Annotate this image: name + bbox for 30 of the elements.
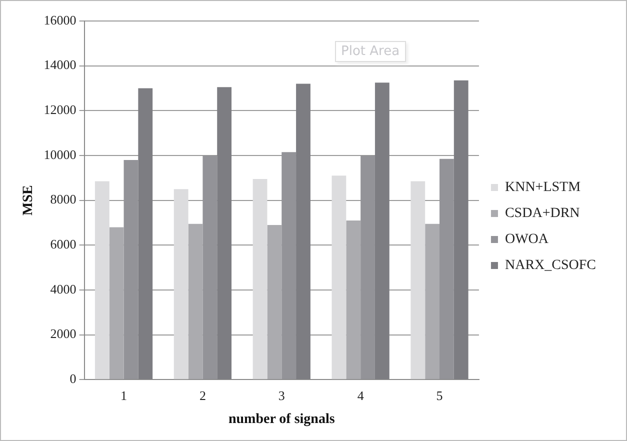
x-axis-title: number of signals [228,412,336,428]
y-tick-label: 4000 [50,281,76,296]
y-tick-label: 12000 [44,102,76,118]
y-tick-label: 8000 [50,192,76,207]
legend-label: CSDA+DRN [504,206,580,222]
bar [332,176,346,380]
y-tick-label: 2000 [50,326,76,342]
y-tick-label: 14000 [44,57,76,72]
bar [188,224,203,380]
y-tick-label: 16000 [44,12,76,28]
y-tick-label: 6000 [50,236,76,252]
y-tick-label: 0 [70,371,76,386]
bar [410,181,426,380]
x-tick-label: 3 [278,388,285,403]
legend-label: NARX_CSOFC [504,258,596,274]
y-axis-title: MSE [21,185,36,216]
x-tick-label: 5 [436,388,443,403]
y-tick-label: 10000 [44,146,76,162]
bar [109,227,124,380]
bar [425,224,440,380]
bar [174,189,188,380]
bar [346,220,361,380]
bar [267,224,282,380]
x-tick-label: 4 [357,388,364,403]
bar [252,179,268,380]
x-tick-label: 1 [120,388,128,403]
legend-label: OWOA [504,232,550,248]
x-tick-label: 2 [199,388,206,403]
legend-label: KNN+LSTM [504,180,582,196]
bar [94,181,110,380]
